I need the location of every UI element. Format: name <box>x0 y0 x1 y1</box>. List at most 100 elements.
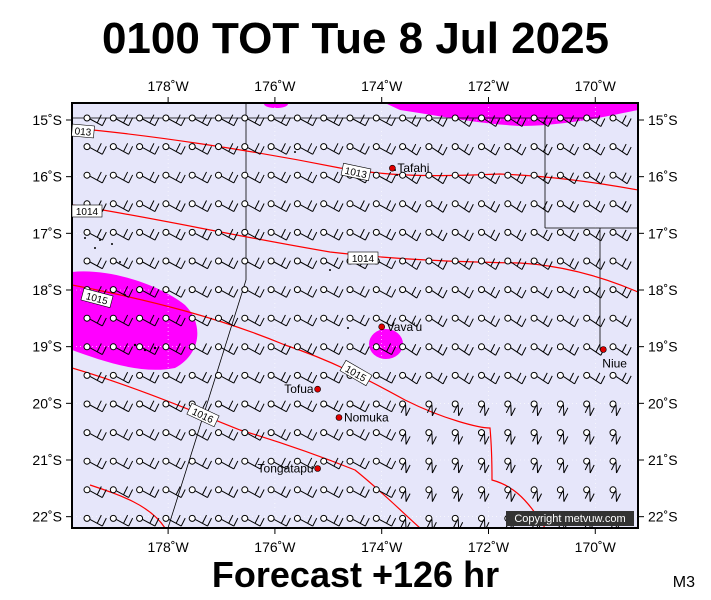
wind-barb <box>293 514 318 527</box>
wind-barb <box>346 200 370 212</box>
wind-barb <box>136 514 160 527</box>
wind-barb <box>346 343 370 355</box>
wind-barb <box>372 400 397 413</box>
wind-barb <box>609 400 621 417</box>
wind-barb <box>83 429 107 441</box>
wind-barb <box>320 114 344 127</box>
wind-barb <box>188 114 212 127</box>
wind-barb <box>320 286 344 298</box>
wind-barb <box>293 257 318 270</box>
wind-barb <box>583 486 595 502</box>
wind-barb <box>346 514 370 527</box>
wind-barb <box>109 114 134 127</box>
wind-barb <box>241 314 265 327</box>
wind-barb <box>320 314 344 327</box>
wind-barb <box>320 343 344 355</box>
wind-barb <box>83 514 107 527</box>
wind-barb <box>504 400 516 417</box>
place-label: Tongatapu <box>258 462 314 476</box>
wind-barb <box>609 114 632 127</box>
wind-barb <box>293 371 318 384</box>
wind-barb <box>399 343 422 356</box>
wind-barb <box>451 314 474 328</box>
wind-barb <box>136 457 160 470</box>
wind-barb <box>583 257 606 270</box>
wind-barb <box>556 286 579 299</box>
wind-barb <box>109 314 134 327</box>
wind-barb <box>451 371 474 385</box>
wind-barb <box>478 171 501 185</box>
wind-barb <box>478 114 501 127</box>
lat-tick-label: 15˚S <box>648 112 678 128</box>
wind-barb <box>293 457 318 470</box>
wind-barb <box>109 200 134 212</box>
wind-barb <box>609 171 632 185</box>
wind-barb <box>478 314 501 328</box>
wind-barb <box>136 371 160 384</box>
wind-barb <box>556 143 579 156</box>
wind-barb <box>109 371 134 384</box>
wind-barb <box>162 171 186 184</box>
wind-barb <box>320 514 344 527</box>
place-label: Tofua <box>284 382 314 396</box>
wind-barb <box>583 171 606 185</box>
wind-barb <box>478 486 490 502</box>
copyright-box <box>506 511 634 526</box>
wind-barb <box>83 257 107 270</box>
place-marker: Tofua <box>284 382 321 396</box>
wind-barb <box>320 429 344 441</box>
wind-barb <box>346 400 370 413</box>
wind-barb <box>609 314 632 328</box>
wind-barb <box>478 200 501 213</box>
wind-barb <box>530 343 553 356</box>
wind-barb <box>478 429 490 445</box>
wind-barb <box>188 343 212 355</box>
wind-barb <box>583 228 606 242</box>
wind-barb <box>478 286 501 299</box>
rain-area <box>385 103 638 126</box>
wind-barb <box>425 143 448 156</box>
wind-barb <box>399 228 422 242</box>
wind-barb <box>83 114 107 127</box>
wind-barb <box>293 314 318 327</box>
lat-tick-label: 17˚S <box>648 225 678 241</box>
wind-barb <box>136 486 160 498</box>
wind-barb <box>241 286 265 298</box>
wind-barb <box>425 200 448 213</box>
wind-barb <box>109 343 134 355</box>
wind-barb <box>478 257 501 270</box>
wind-barb <box>504 457 516 474</box>
wind-barb <box>109 514 134 527</box>
wind-barbs <box>83 114 632 528</box>
wind-barb <box>241 143 265 155</box>
wind-barb <box>267 143 291 155</box>
wind-barb <box>451 343 474 356</box>
wind-barb <box>425 457 437 474</box>
wind-barb <box>399 514 411 528</box>
wind-barb <box>556 257 579 270</box>
wind-barb <box>267 514 291 527</box>
wind-barb <box>609 429 621 445</box>
wind-barb <box>372 514 397 527</box>
wind-barb <box>83 171 107 184</box>
wind-barb <box>83 486 107 498</box>
wind-barb <box>451 143 474 156</box>
wind-barb <box>136 314 160 327</box>
wind-barb <box>215 200 239 212</box>
rain-area <box>369 329 403 359</box>
wind-barb <box>478 343 501 356</box>
wind-barb <box>609 143 632 156</box>
wind-barb <box>425 343 448 356</box>
wind-barb <box>583 200 606 213</box>
wind-barb <box>372 486 397 498</box>
wind-barb <box>399 457 411 474</box>
wind-barb <box>320 228 344 241</box>
wind-barb <box>451 429 464 445</box>
wind-barb <box>215 286 239 298</box>
model-code: M3 <box>672 574 695 591</box>
wind-barb <box>188 257 212 270</box>
wind-barb <box>530 200 553 213</box>
wind-barb <box>162 486 186 498</box>
wind-barb <box>609 200 632 213</box>
wind-barb <box>425 286 448 299</box>
